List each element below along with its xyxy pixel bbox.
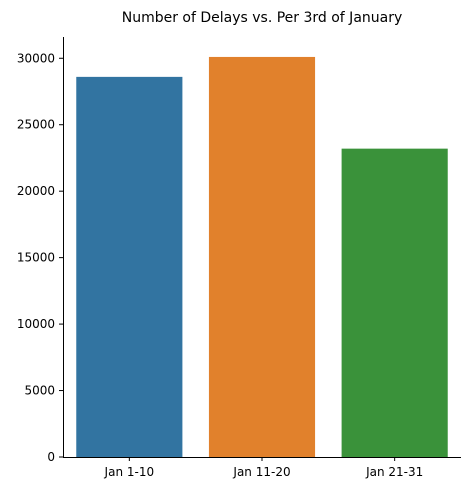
y-tick-label: 30000 (17, 51, 55, 65)
y-axis: 0 5000 10000 15000 20000 25000 30000 (17, 37, 64, 464)
bar-2 (208, 56, 316, 458)
x-tick-label: Jan 1-10 (104, 465, 155, 479)
x-tick-label: Jan 11-20 (232, 465, 290, 479)
bars-group (76, 56, 448, 458)
y-tick-label: 5000 (24, 384, 55, 398)
x-axis: Jan 1-10 Jan 11-20 Jan 21-31 (63, 457, 461, 479)
y-tick-label: 25000 (17, 118, 55, 132)
bar-1 (76, 76, 183, 458)
y-tick-label: 15000 (17, 251, 55, 265)
y-tick-label: 10000 (17, 317, 55, 331)
chart-title: Number of Delays vs. Per 3rd of January (122, 10, 403, 26)
x-tick-label: Jan 21-31 (365, 465, 423, 479)
y-tick-label: 0 (47, 450, 55, 464)
y-tick-label: 20000 (17, 184, 55, 198)
bar-3 (341, 148, 448, 457)
